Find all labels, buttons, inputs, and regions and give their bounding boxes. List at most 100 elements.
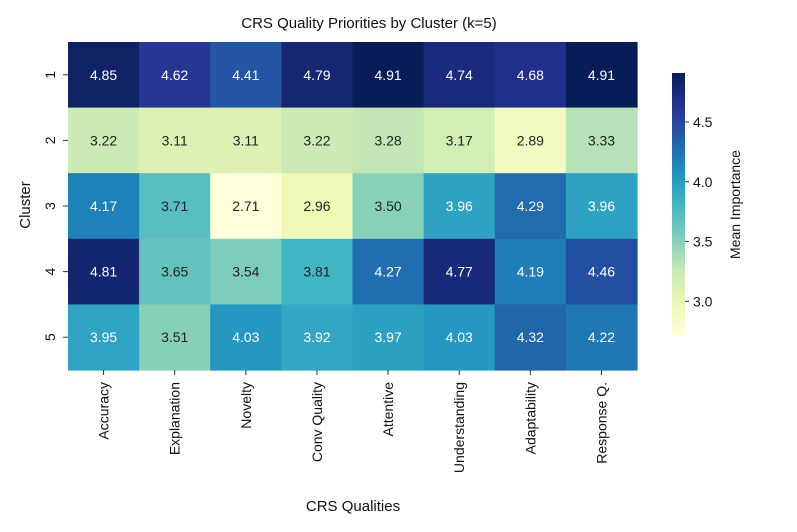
heatmap-cell	[210, 107, 282, 174]
cell-value-label: 3.92	[303, 329, 330, 345]
heatmap-cell	[423, 107, 496, 174]
y-tick-label: 1	[42, 71, 58, 79]
colorbar-tick-label: 4.5	[693, 114, 713, 130]
colorbar-label: Mean Importance	[727, 150, 743, 259]
heatmap-cell	[210, 42, 282, 109]
heatmap-cell	[281, 42, 354, 109]
cell-value-label: 3.11	[162, 132, 188, 148]
heatmap-cell	[68, 304, 140, 371]
heatmap-cell	[281, 304, 354, 371]
cell-value-label: 2.89	[517, 132, 544, 148]
cell-value-label: 4.03	[446, 329, 473, 345]
cell-value-label: 3.28	[374, 132, 401, 148]
heatmap-cell	[494, 304, 567, 371]
heatmap-cell	[352, 42, 425, 109]
cell-value-label: 4.17	[90, 198, 117, 214]
cell-value-label: 3.81	[303, 264, 330, 280]
cell-value-label: 3.54	[232, 264, 259, 280]
heatmap-cell	[423, 304, 496, 371]
heatmap-cell	[565, 173, 638, 240]
x-tick-label: Explanation	[167, 382, 183, 455]
cell-value-label: 4.22	[588, 329, 615, 345]
heatmap-cell	[352, 107, 425, 174]
heatmap-cell	[565, 42, 638, 109]
heatmap-cell	[68, 238, 140, 305]
cell-value-label: 4.77	[446, 264, 473, 280]
heatmap-cell	[139, 304, 211, 371]
cell-value-label: 4.91	[374, 67, 401, 83]
x-tick-label: Conv Quality	[309, 382, 325, 462]
cell-value-label: 3.22	[90, 132, 117, 148]
cell-value-label: 4.85	[90, 67, 117, 83]
heatmap-cell	[565, 304, 638, 371]
heatmap-cell	[281, 107, 354, 174]
heatmap-cell	[139, 238, 211, 305]
x-tick-label: Accuracy	[96, 382, 112, 440]
cell-value-label: 4.81	[90, 264, 117, 280]
heatmap-cell	[423, 42, 496, 109]
x-tick-label: Attentive	[380, 382, 396, 437]
cell-value-label: 4.46	[588, 264, 615, 280]
heatmap-cell	[423, 173, 496, 240]
heatmap-cell	[494, 107, 567, 174]
x-tick-label: Adaptability	[522, 382, 538, 454]
heatmap-cell	[68, 173, 140, 240]
cell-value-label: 4.68	[517, 67, 544, 83]
cell-value-label: 2.71	[232, 198, 259, 214]
cell-value-label: 4.74	[446, 67, 473, 83]
heatmap-cell	[352, 173, 425, 240]
cell-value-label: 3.96	[446, 198, 473, 214]
cell-value-label: 3.65	[161, 264, 188, 280]
heatmap-cell	[352, 238, 425, 305]
y-tick-label: 2	[42, 136, 58, 144]
heatmap-cell	[139, 42, 211, 109]
cell-value-label: 3.11	[233, 132, 259, 148]
cell-value-label: 4.29	[517, 198, 544, 214]
colorbar: 3.0 3.5 4.0 4.5 Mean Importance	[672, 73, 743, 336]
cell-value-label: 3.22	[303, 132, 330, 148]
cell-value-label: 3.17	[446, 132, 473, 148]
x-tick-label: Understanding	[451, 382, 467, 473]
heatmap-cell	[139, 107, 211, 174]
y-tick-label: 4	[42, 267, 58, 275]
x-axis: Accuracy Explanation Novelty Conv Quality At…	[96, 370, 609, 473]
heatmap-cell	[281, 173, 354, 240]
heatmap-cell	[423, 238, 496, 305]
cell-value-label: 3.95	[90, 329, 117, 345]
heatmap-cell	[68, 107, 140, 174]
y-axis: 1 2 3 4 5	[42, 71, 68, 341]
x-tick-label: Novelty	[238, 382, 254, 429]
cell-value-label: 3.51	[161, 329, 188, 345]
cell-value-label: 3.50	[374, 198, 401, 214]
cell-value-label: 3.97	[374, 329, 401, 345]
cell-value-label: 4.03	[232, 329, 259, 345]
x-tick-label: Response Q.	[593, 382, 609, 464]
colorbar-tick-label: 3.5	[693, 234, 713, 250]
y-axis-label: Cluster	[17, 181, 34, 229]
colorbar-tick-label: 4.0	[693, 174, 713, 190]
cell-value-label: 4.41	[232, 67, 259, 83]
heatmap-cell	[494, 238, 567, 305]
heatmap-cell	[210, 304, 282, 371]
cell-value-label: 4.62	[161, 67, 188, 83]
cell-value-label: 3.96	[588, 198, 615, 214]
heatmap-cell	[565, 238, 638, 305]
cell-value-label: 2.96	[303, 198, 330, 214]
cell-value-label: 4.79	[303, 67, 330, 83]
cell-value-label: 4.32	[517, 329, 544, 345]
y-tick-label: 5	[42, 333, 58, 341]
heatmap-cell	[139, 173, 211, 240]
y-tick-label: 3	[42, 202, 58, 210]
heatmap-cell	[210, 238, 282, 305]
heatmap-cell	[210, 173, 282, 240]
heatmap-cells: 4.85 4.62 4.41 4.79 4.91 4.74 4.68 4.91 3.22 3.11…	[68, 42, 638, 371]
cell-value-label: 3.33	[588, 132, 615, 148]
heatmap-cell	[494, 173, 567, 240]
chart-title: CRS Quality Priorities by Cluster (k=5)	[241, 15, 496, 32]
heatmap-cell	[565, 107, 638, 174]
cell-value-label: 4.27	[374, 264, 401, 280]
x-axis-label: CRS Qualities	[306, 498, 400, 515]
cell-value-label: 4.19	[517, 264, 544, 280]
